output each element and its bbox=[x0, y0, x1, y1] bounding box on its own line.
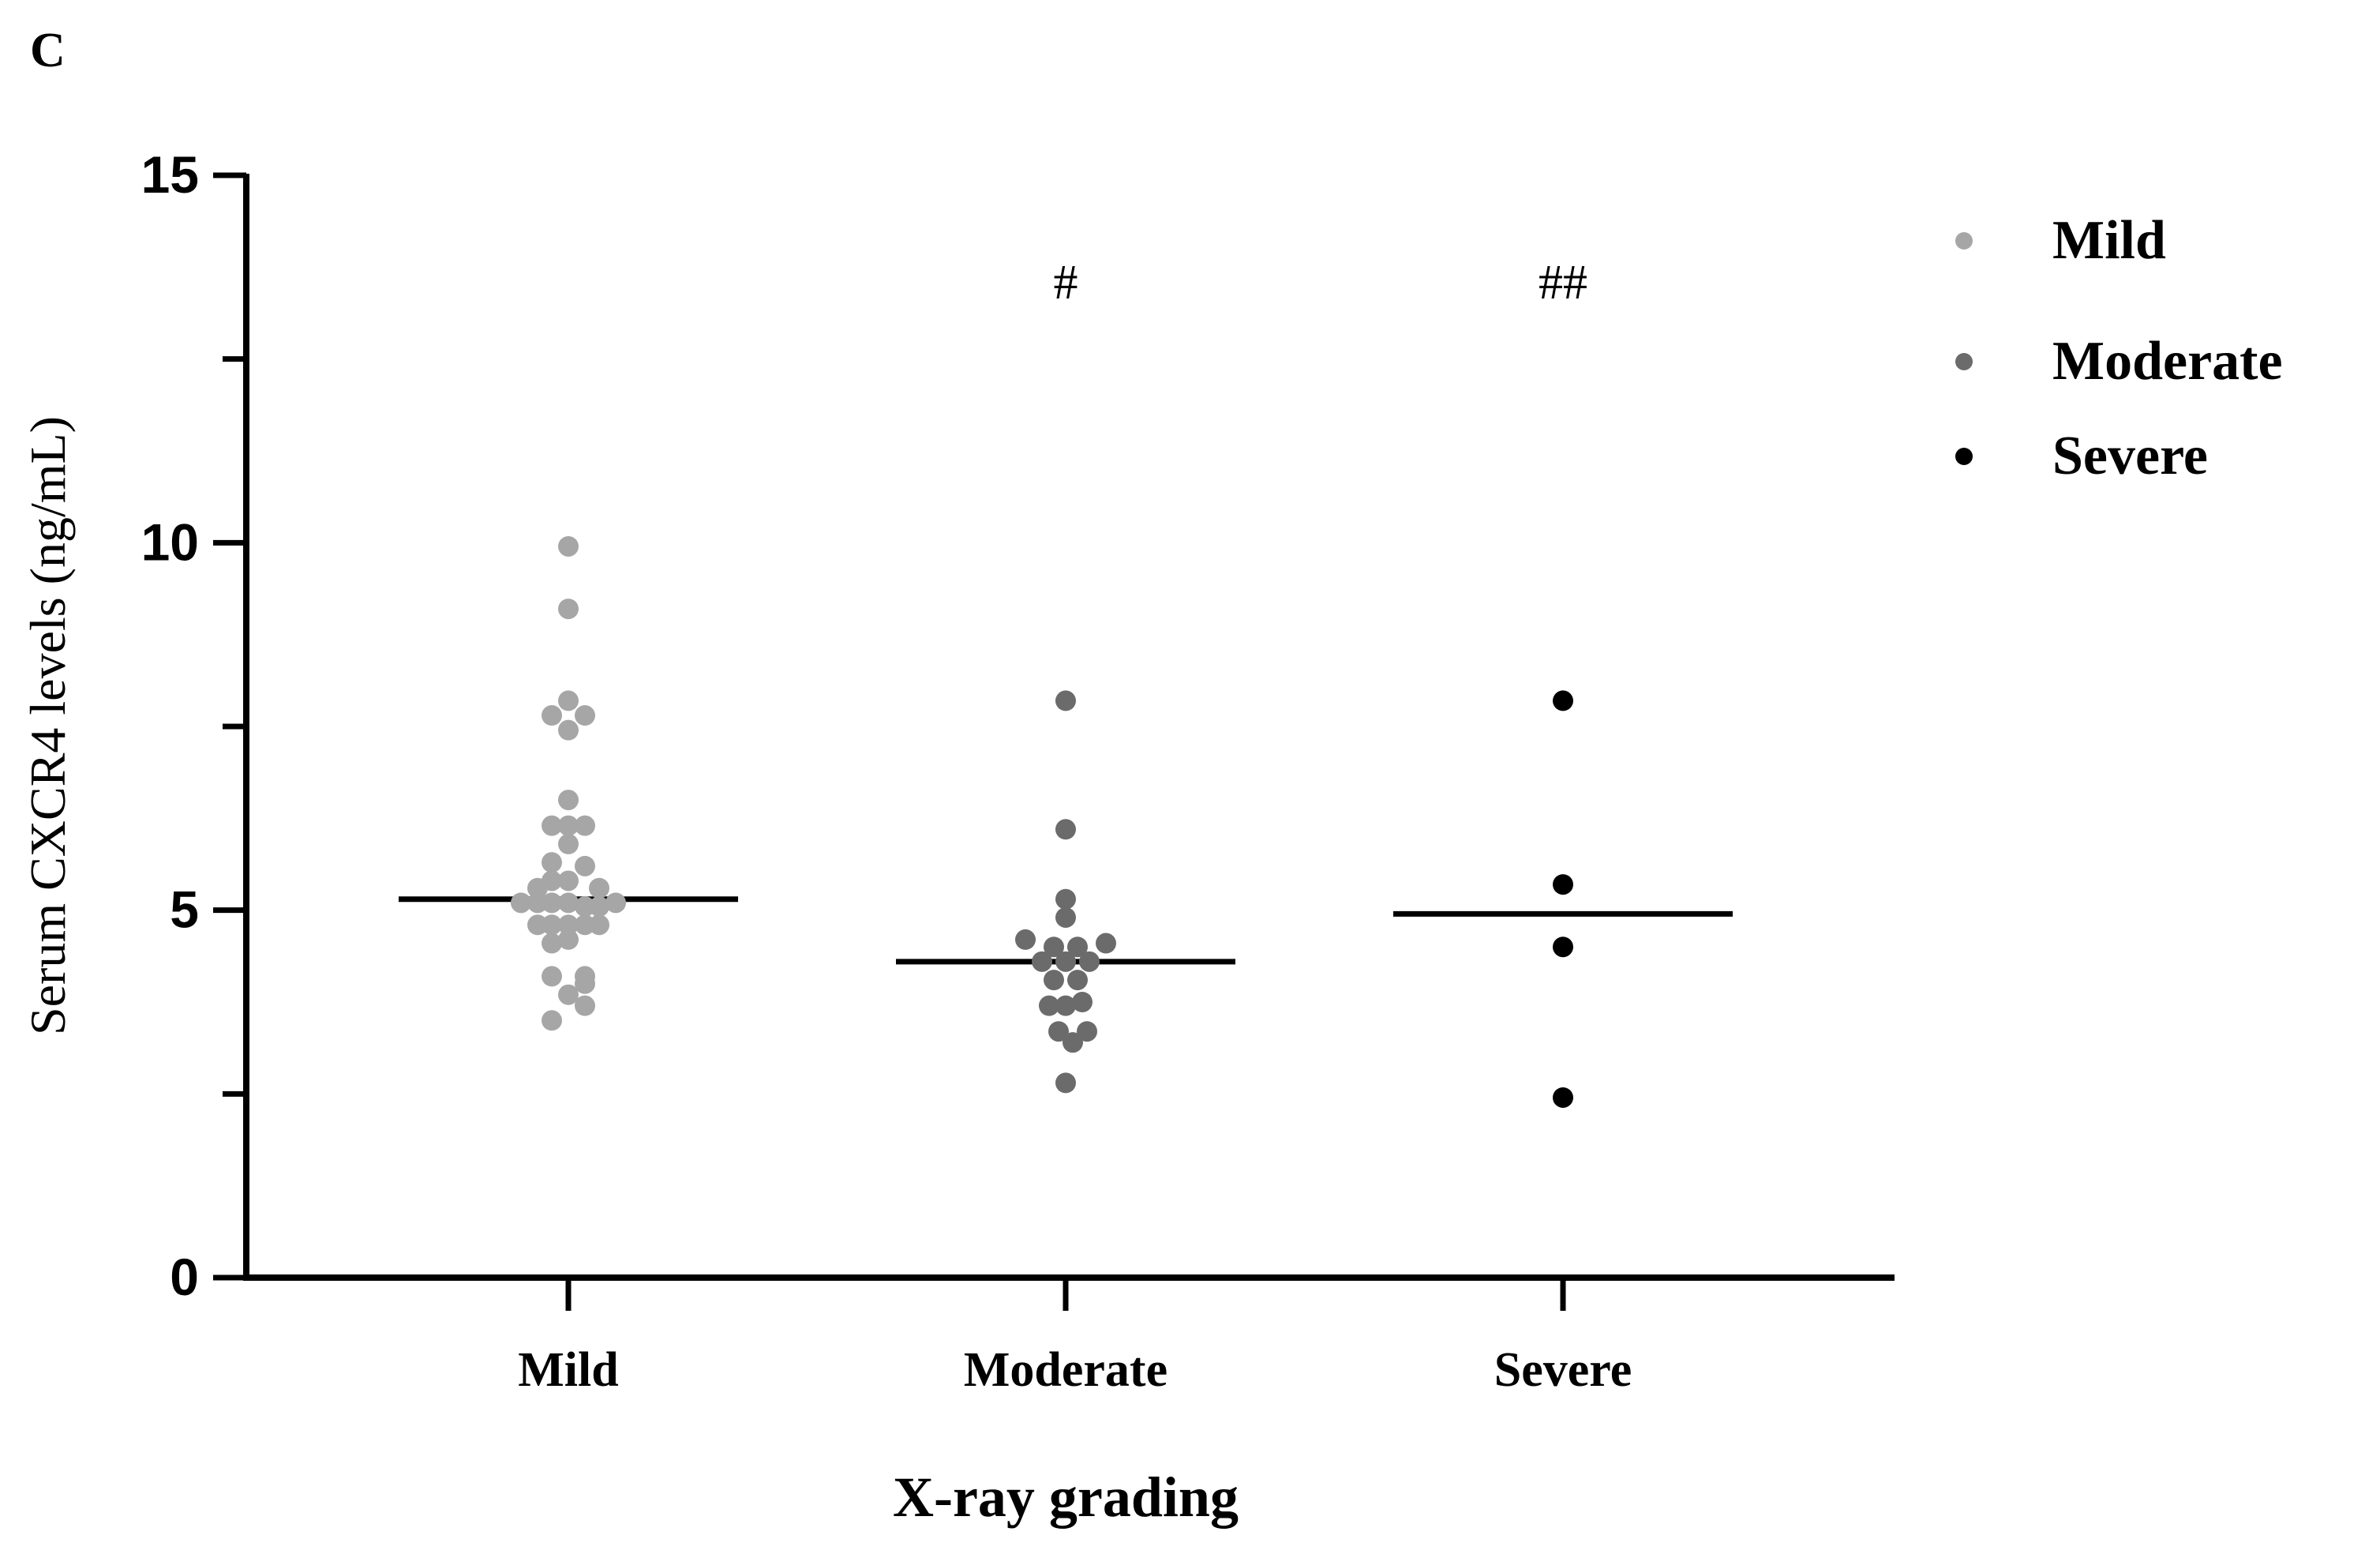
data-point-moderate bbox=[1072, 992, 1093, 1012]
data-point-mild bbox=[542, 815, 562, 836]
x-tick-label: Moderate bbox=[964, 1343, 1168, 1397]
annotation-severe: ## bbox=[1539, 256, 1587, 310]
data-point-moderate bbox=[1067, 937, 1088, 958]
data-point-mild bbox=[558, 790, 579, 811]
data-point-moderate bbox=[1055, 906, 1076, 928]
data-point-mild bbox=[542, 933, 562, 954]
y-tick-label: 15 bbox=[141, 145, 199, 204]
y-tick-label: 5 bbox=[170, 880, 199, 939]
data-point-mild bbox=[542, 705, 562, 726]
data-point-mild bbox=[575, 914, 595, 936]
legend: Mild Moderate Severe bbox=[1955, 210, 2283, 486]
annotation-moderate: # bbox=[1054, 256, 1078, 310]
data-point-mild bbox=[558, 535, 579, 557]
data-point-mild bbox=[542, 852, 562, 873]
data-point-moderate bbox=[1063, 1032, 1083, 1053]
data-point-mild bbox=[558, 984, 579, 1005]
significance-annotations: # ## bbox=[1054, 256, 1588, 310]
data-point-mild bbox=[558, 815, 579, 836]
x-axis-label: X-ray grading bbox=[893, 1466, 1239, 1529]
data-point-mild bbox=[558, 870, 579, 891]
y-tick-label: 10 bbox=[141, 512, 199, 571]
panel-label: C bbox=[30, 24, 66, 77]
data-point-mild bbox=[575, 705, 595, 726]
data-point-moderate bbox=[1096, 933, 1116, 954]
data-point-mild bbox=[527, 877, 548, 899]
data-point-moderate bbox=[1039, 995, 1059, 1016]
data-point-moderate bbox=[1044, 970, 1064, 991]
data-point-moderate bbox=[1055, 995, 1076, 1016]
data-point-moderate bbox=[1055, 888, 1076, 910]
data-point-mild bbox=[575, 855, 595, 876]
data-point-mild bbox=[558, 892, 579, 914]
data-point-moderate bbox=[1044, 937, 1064, 958]
data-point-severe bbox=[1553, 1087, 1573, 1108]
data-point-mild bbox=[527, 892, 548, 914]
data-point-mild bbox=[575, 896, 595, 918]
data-point-mild bbox=[558, 914, 579, 936]
legend-marker-severe bbox=[1955, 448, 1973, 465]
data-point-mild bbox=[558, 719, 579, 741]
legend-label-severe: Severe bbox=[2052, 426, 2208, 486]
data-point-mild bbox=[589, 914, 609, 936]
data-point-mild bbox=[575, 995, 595, 1016]
data-point-mild bbox=[605, 892, 626, 914]
data-point-mild bbox=[558, 690, 579, 711]
y-ticks: 0 5 10 15 bbox=[141, 145, 246, 1306]
data-point-moderate bbox=[1055, 1072, 1076, 1094]
legend-marker-moderate bbox=[1955, 353, 1973, 370]
data-point-moderate bbox=[1079, 951, 1100, 972]
data-point-mild bbox=[558, 833, 579, 854]
x-tick-label: Mild bbox=[518, 1343, 618, 1397]
data-point-mild bbox=[542, 1010, 562, 1031]
data-point-moderate bbox=[1032, 951, 1052, 972]
data-point-mild bbox=[558, 929, 579, 950]
data-point-mild bbox=[589, 896, 609, 918]
data-point-mild bbox=[542, 966, 562, 987]
data-point-mild bbox=[575, 815, 595, 836]
data-point-moderate bbox=[1055, 819, 1076, 840]
y-axis-label: Serum CXCR4 levels (ng/mL) bbox=[20, 416, 76, 1035]
data-point-mild bbox=[558, 599, 579, 620]
data-point-severe bbox=[1553, 690, 1573, 711]
data-point-mild bbox=[527, 914, 548, 936]
data-point-moderate bbox=[1055, 690, 1076, 711]
data-point-moderate bbox=[1077, 1021, 1097, 1042]
x-tick-label: Severe bbox=[1494, 1343, 1632, 1397]
data-point-mild bbox=[575, 973, 595, 994]
data-point-moderate bbox=[1067, 970, 1088, 991]
data-point-moderate bbox=[1055, 951, 1076, 972]
data-point-mild bbox=[589, 877, 609, 899]
data-point-moderate bbox=[1048, 1021, 1069, 1042]
legend-label-moderate: Moderate bbox=[2052, 331, 2283, 392]
data-point-mild bbox=[542, 914, 562, 936]
data-point-moderate bbox=[1015, 929, 1036, 950]
legend-marker-mild bbox=[1955, 232, 1973, 250]
data-points bbox=[511, 535, 1573, 1108]
legend-label-mild: Mild bbox=[2052, 210, 2166, 271]
data-point-mild bbox=[542, 892, 562, 914]
y-tick-label: 0 bbox=[170, 1248, 199, 1306]
data-point-mild bbox=[511, 892, 531, 914]
x-ticks: Mild Moderate Severe bbox=[518, 1278, 1632, 1397]
data-point-severe bbox=[1553, 937, 1573, 958]
data-point-severe bbox=[1553, 874, 1573, 895]
